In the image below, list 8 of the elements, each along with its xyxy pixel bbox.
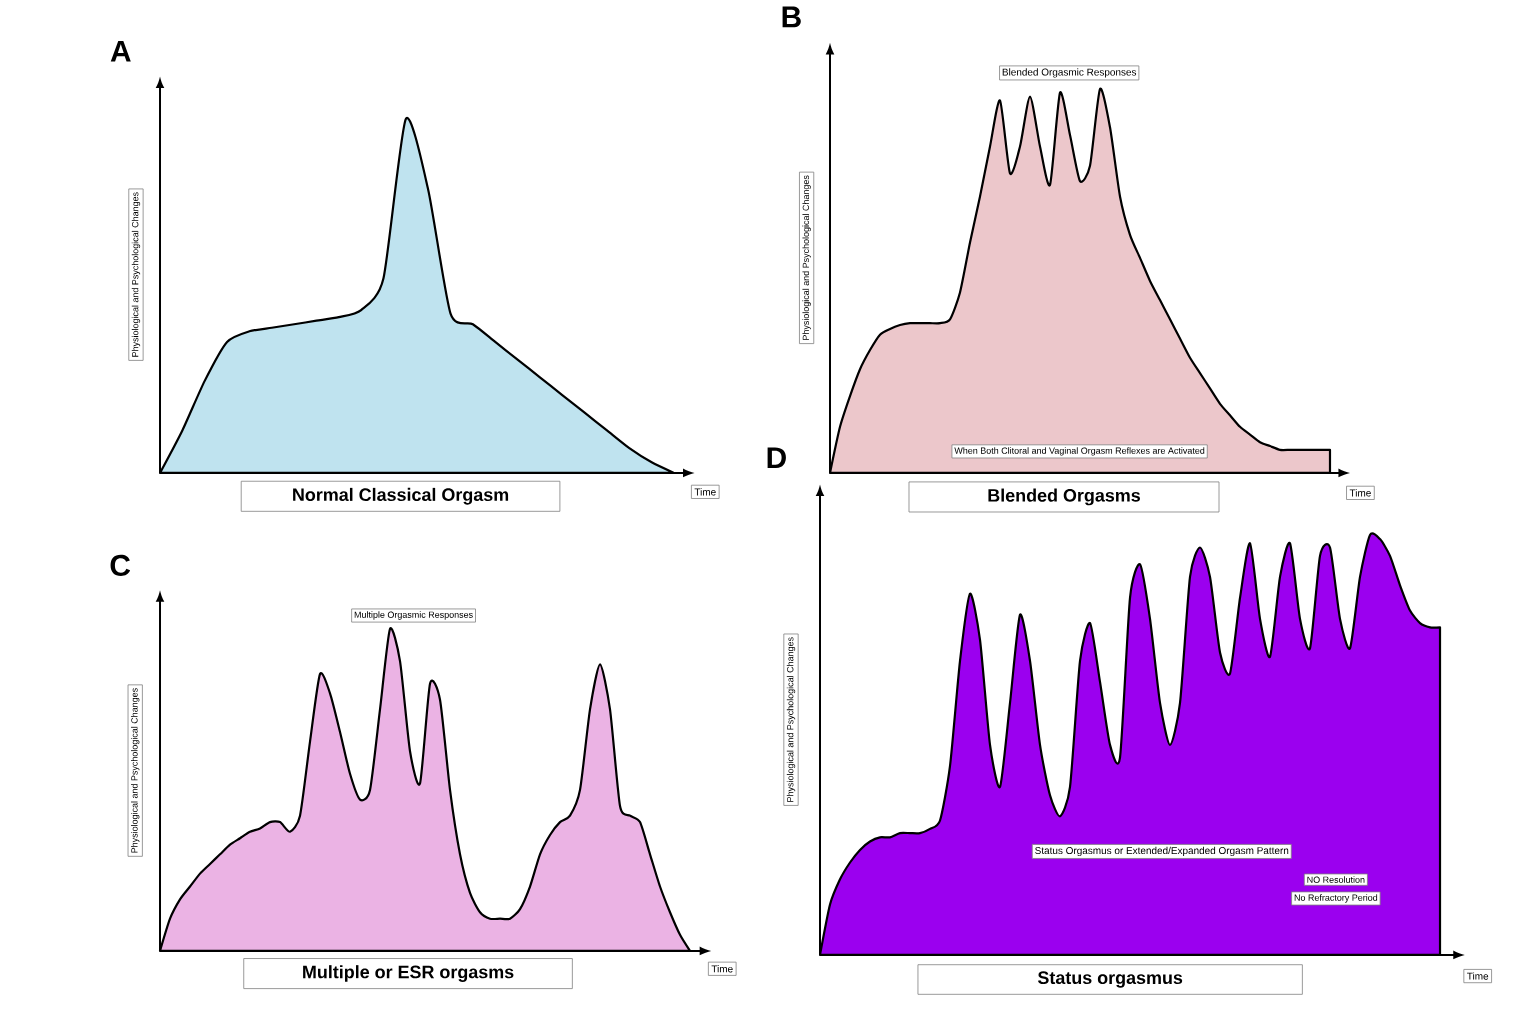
text: Multiple or ESR orgasms bbox=[303, 964, 514, 982]
text: Normal Classical Orgasm bbox=[293, 487, 509, 505]
chart-title: C bbox=[110, 554, 131, 576]
chart-title: A bbox=[110, 40, 131, 62]
text: Status orgasmus bbox=[1037, 970, 1183, 988]
chart-title: B bbox=[782, 6, 801, 27]
chart-title: D bbox=[767, 447, 786, 468]
text: Blended Orgasms bbox=[988, 488, 1140, 505]
